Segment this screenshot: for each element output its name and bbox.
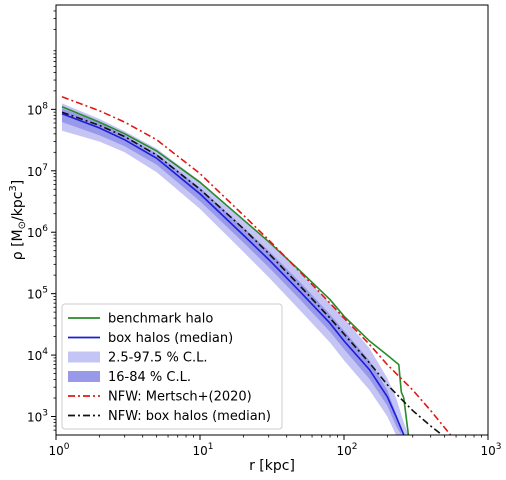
y-tick-label: 108 <box>27 101 48 117</box>
legend-label-16-84-c-l: 16-84 % C.L. <box>108 370 191 385</box>
series-line-nfw-box-halos-median <box>61 111 443 435</box>
legend-label-nfw-mertsch-2020: NFW: Mertsch+(2020) <box>108 390 252 405</box>
x-tick-label: 101 <box>192 442 213 458</box>
legend-label-benchmark-halo: benchmark halo <box>108 312 213 327</box>
band-2-5-97-5-c-l <box>62 103 409 435</box>
data-series <box>61 96 452 435</box>
confidence-bands <box>62 103 409 435</box>
y-tick-label: 107 <box>27 163 48 179</box>
plot-frame <box>55 4 489 436</box>
legend-swatch-16-84-c-l <box>68 371 100 382</box>
y-tick-label: 106 <box>27 224 48 240</box>
legend-label-2-5-97-5-c-l: 2.5-97.5 % C.L. <box>108 351 208 366</box>
y-tick-label: 105 <box>27 286 48 302</box>
y-tick-label: 104 <box>27 347 48 363</box>
legend-label-box-halos-median: box halos (median) <box>108 331 233 346</box>
series-line-box-halos-median <box>61 112 405 435</box>
x-tick-label: 103 <box>480 442 501 458</box>
legend: benchmark halo box halos (median) 2.5-97.5… <box>61 303 283 430</box>
y-tick-label: 103 <box>27 409 48 425</box>
legend-label-nfw-box-halos-median: NFW: box halos (median) <box>108 409 271 424</box>
series-line-nfw-mertsch-2020 <box>61 96 452 435</box>
y-axis-label: ρ [M⊙/kpc3] <box>8 180 28 261</box>
axis-ticks: 100 101 102 103 103 104 105 106 107 108 <box>27 10 502 458</box>
x-axis-label: r [kpc] <box>249 458 295 474</box>
x-tick-label: 100 <box>48 442 69 458</box>
x-tick-label: 102 <box>336 442 357 458</box>
legend-swatch-2-5-97-5-c-l <box>68 351 100 363</box>
legend-box <box>61 303 283 430</box>
